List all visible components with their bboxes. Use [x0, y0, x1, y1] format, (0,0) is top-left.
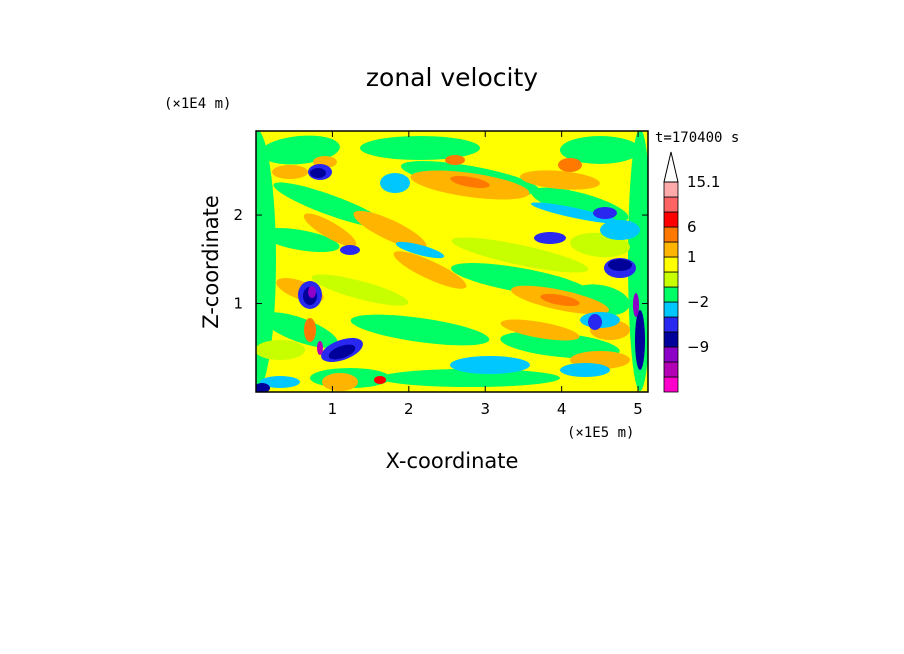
contour-region	[380, 369, 560, 387]
contour-region	[593, 207, 617, 219]
contour-region	[393, 251, 467, 289]
contour-field	[256, 131, 648, 392]
time-label: t=170400 s	[655, 130, 739, 146]
y-tick-label-2: 2	[233, 206, 243, 224]
colorbar-swatch-13	[663, 196, 679, 213]
colorbar-swatch-9	[663, 256, 679, 273]
contour-region	[256, 340, 305, 360]
contour-region	[560, 363, 610, 377]
contour-region	[450, 175, 490, 189]
colorbar-swatch-10	[663, 241, 679, 258]
x-axis-label: X-coordinate	[386, 449, 519, 473]
contour-region	[317, 341, 323, 355]
colorbar-swatch-14	[663, 181, 679, 198]
contour-region	[560, 136, 640, 164]
x-axis: 1 2 3 4 5	[328, 131, 643, 418]
x-tick-label-4: 4	[557, 400, 567, 418]
contour-region	[374, 376, 386, 384]
colorbar-label-14: 15.1	[687, 173, 720, 191]
y-axis-label: Z-coordinate	[199, 195, 223, 329]
contour-region	[350, 314, 490, 346]
x-tick-label-2: 2	[404, 400, 414, 418]
contour-region	[256, 383, 270, 392]
contour-region	[380, 173, 410, 193]
contour-region	[540, 293, 580, 307]
contour-region	[272, 165, 308, 179]
contour-region	[500, 319, 580, 341]
contour-region	[451, 237, 589, 273]
contour-region	[303, 213, 357, 247]
contour-region	[635, 310, 645, 370]
plot-frame	[255, 130, 649, 393]
contour-region	[530, 202, 620, 224]
colorbar-swatch-1	[663, 376, 679, 393]
contour-region	[310, 168, 326, 178]
contour-region	[520, 170, 600, 190]
y-tick-label-1: 1	[233, 295, 243, 313]
x-unit-label: (×1E5 m)	[567, 425, 634, 441]
y-axis: 12	[233, 206, 648, 313]
colorbar-label-9: 1	[687, 248, 697, 266]
contour-region	[450, 356, 530, 374]
colorbar-swatch-7	[663, 286, 679, 303]
contour-region	[262, 312, 338, 348]
contour-region	[304, 318, 316, 342]
contour-region	[588, 314, 602, 330]
contour-region	[322, 373, 358, 391]
colorbar-label-11: 6	[687, 218, 697, 236]
colorbar: −9 −2 1 6 15.1	[663, 151, 720, 393]
contour-region	[308, 286, 316, 298]
colorbar-swatch-8	[663, 271, 679, 288]
contour-region	[360, 136, 480, 160]
colorbar-arrow	[663, 151, 679, 183]
colorbar-swatch-11	[663, 226, 679, 243]
colorbar-swatch-6	[663, 301, 679, 318]
x-tick-label-1: 1	[328, 400, 338, 418]
contour-region	[260, 227, 340, 253]
contour-region	[451, 263, 589, 297]
colorbar-swatch-12	[663, 211, 679, 228]
colorbar-swatch-4	[663, 331, 679, 348]
contour-region	[633, 293, 639, 317]
contour-region	[328, 344, 356, 360]
x-tick-label-5: 5	[633, 400, 643, 418]
colorbar-label-3: −9	[687, 338, 709, 356]
contour-region	[340, 245, 360, 255]
x-tick-label-3: 3	[480, 400, 490, 418]
contour-region	[311, 274, 409, 306]
contour-region	[600, 220, 640, 240]
colorbar-swatch-2	[663, 361, 679, 378]
contour-region	[558, 158, 582, 172]
contour-region	[395, 241, 445, 259]
colorbar-swatch-5	[663, 316, 679, 333]
contour-region	[445, 155, 465, 165]
contour-region	[260, 376, 300, 388]
colorbar-swatch-3	[663, 346, 679, 363]
contour-region	[608, 259, 632, 271]
chart-title: zonal velocity	[366, 63, 538, 92]
contour-region	[534, 232, 566, 244]
contour-region	[353, 210, 427, 250]
colorbar-label-6: −2	[687, 293, 709, 311]
y-unit-label: (×1E4 m)	[164, 96, 231, 112]
